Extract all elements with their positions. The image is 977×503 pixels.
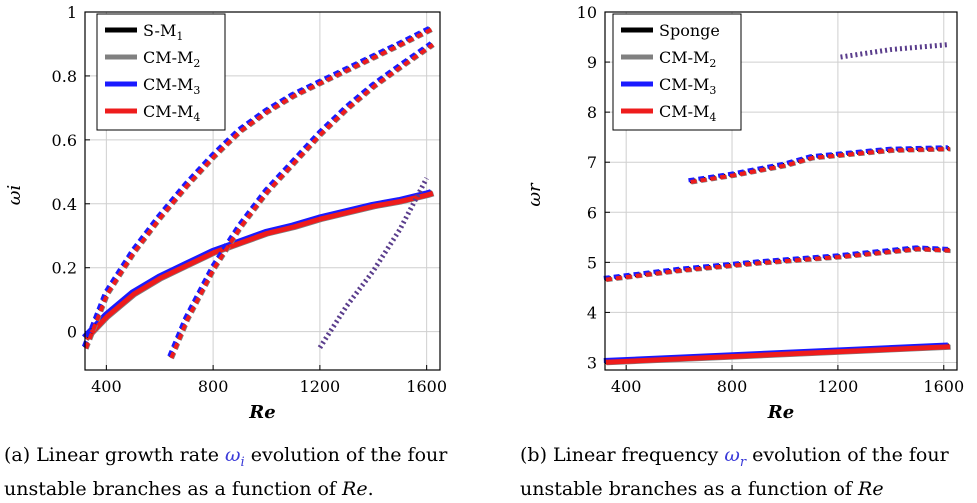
series-line-branch-1-solid-cm-m4 [84, 190, 434, 341]
x-tick-label: 1600 [406, 377, 447, 396]
y-tick-label: 0.8 [52, 67, 77, 86]
y-tick-label: 9 [587, 53, 597, 72]
y-axis-label: ωi [4, 185, 25, 205]
legend-label: CM-M2 [143, 48, 200, 70]
caption-b-pre: (b) Linear frequency [520, 444, 725, 466]
series-line-branch-1-solid-cm-m4 [605, 344, 951, 365]
x-tick-label: 400 [91, 377, 122, 396]
x-tick-label: 400 [611, 377, 642, 396]
y-tick-label: 0.6 [52, 131, 77, 150]
series-line-branch-4-dotted [840, 42, 950, 60]
caption-b-subscript: r [739, 454, 747, 470]
y-axis-label: ωr [524, 182, 545, 207]
x-tick-label: 1200 [818, 377, 859, 396]
x-tick-label: 1600 [923, 377, 964, 396]
legend-label: CM-M4 [659, 102, 716, 124]
legend-label: S-M1 [143, 21, 183, 43]
y-tick-label: 4 [587, 303, 597, 322]
series-line-branch-2-dashed-cm-m4 [605, 247, 951, 282]
caption-a-symbol: ω [225, 444, 241, 466]
caption-a-post: . [367, 477, 374, 500]
caption-b: (b) Linear frequency ωr evolution of the… [520, 442, 975, 503]
x-tick-label: 800 [717, 377, 748, 396]
series-line-branch-3-dashed-cm-m4 [690, 146, 951, 184]
caption-b-mid: evolution of the four unstable branches … [520, 444, 949, 500]
legend-label: CM-M2 [659, 48, 716, 70]
y-tick-label: 0.4 [52, 195, 77, 214]
y-tick-label: 0.2 [52, 259, 77, 278]
legend-label: CM-M4 [143, 102, 200, 124]
x-axis-label: Re [248, 402, 275, 423]
series-line-branch-3-dashed-cm-m3 [167, 41, 432, 358]
y-tick-label: 8 [587, 103, 597, 122]
x-tick-label: 800 [198, 377, 229, 396]
y-tick-label: 5 [587, 253, 597, 272]
caption-b-variable: Re [858, 477, 884, 500]
y-tick-label: 1 [67, 3, 77, 22]
series-line-branch-2-dashed-cm-m3 [81, 25, 432, 348]
y-tick-label: 10 [577, 3, 597, 22]
caption-b-symbol: ω [724, 444, 740, 466]
plot-frame [604, 11, 958, 371]
caption-a-variable: Re [342, 477, 368, 500]
legend-label: CM-M3 [143, 75, 200, 97]
y-tick-label: 0 [67, 323, 77, 342]
caption-a: (a) Linear growth rate ωi evolution of t… [4, 442, 464, 503]
plot-frame [84, 11, 441, 371]
caption-a-subscript: i [240, 454, 245, 470]
legend-label: Sponge [659, 21, 720, 40]
chart-panel-b: 400 800 1200 1600 3 4 5 6 7 8 9 10 Re ωr Sponge CM-M2 CM… [524, 3, 964, 423]
y-tick-label: 6 [587, 203, 597, 222]
chart-panel-a: 400 800 1200 1600 0 0.2 0.4 0.6 0.8 1 Re ωi S-M1 CM-M… [4, 3, 447, 423]
x-tick-label: 1200 [300, 377, 341, 396]
caption-a-mid: evolution of the four unstable branches … [4, 444, 448, 500]
series-line-branch-2-dashed-cm-m4 [84, 26, 434, 350]
y-tick-label: 3 [587, 353, 597, 372]
x-axis-label: Re [767, 402, 794, 423]
y-tick-label: 7 [587, 153, 597, 172]
caption-a-pre: (a) Linear growth rate [4, 444, 226, 466]
series-line-branch-3-dashed-cm-m4 [169, 43, 435, 359]
legend-label: CM-M3 [659, 75, 716, 97]
